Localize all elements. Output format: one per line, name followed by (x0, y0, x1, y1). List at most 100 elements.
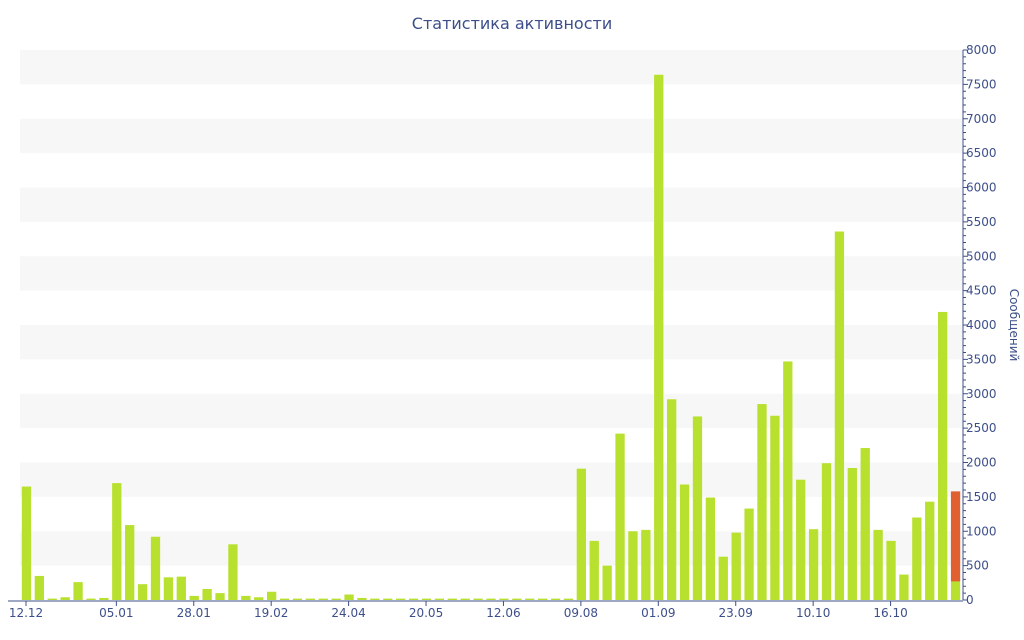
bar (266, 591, 277, 600)
y-tick-label: 4000 (966, 318, 997, 332)
grid-band (20, 187, 962, 222)
y-tick-label: 2500 (966, 421, 997, 435)
bar (34, 575, 45, 600)
bar (512, 598, 522, 600)
bar (937, 311, 948, 600)
x-tick-label: 05.01 (99, 606, 133, 620)
bar (421, 598, 432, 600)
y-tick-label: 1500 (966, 490, 997, 504)
x-tick-label: 19.02 (254, 606, 288, 620)
bar (834, 231, 845, 600)
grid-band (20, 462, 962, 497)
bar (241, 595, 251, 600)
bar (331, 598, 341, 600)
bar (370, 598, 380, 600)
bar (679, 484, 690, 600)
y-tick-label: 6000 (966, 181, 997, 195)
bar (731, 532, 741, 600)
x-tick-label: 20.05 (409, 606, 443, 620)
y-tick-label: 8000 (966, 43, 997, 57)
bar (499, 598, 509, 600)
x-tick-label: 28.01 (177, 606, 211, 620)
bar (215, 593, 225, 600)
bar (228, 544, 238, 600)
chart-title: Статистика активности (411, 14, 613, 33)
bar (473, 598, 483, 600)
bar (744, 508, 754, 600)
bar (357, 597, 367, 600)
bar (189, 595, 199, 600)
bar (73, 582, 83, 600)
y-tick-label: 500 (966, 559, 989, 573)
bar (770, 415, 780, 600)
bar (137, 584, 148, 600)
x-tick-label: 10.10 (796, 606, 830, 620)
y-tick-label: 5500 (966, 215, 997, 229)
bar (525, 598, 535, 600)
bar (718, 556, 728, 600)
y-tick-label: 5000 (966, 249, 997, 263)
bar (873, 529, 883, 600)
y-tick-label: 0 (966, 593, 974, 607)
y-tick-label: 7000 (966, 112, 997, 126)
x-tick-label: 09.08 (564, 606, 598, 620)
bar (176, 576, 186, 600)
bar (99, 597, 109, 600)
bar (925, 501, 935, 600)
x-tick-label: 01.09 (641, 606, 675, 620)
bar (125, 525, 135, 600)
bar (692, 416, 703, 600)
y-tick-label: 6500 (966, 146, 997, 160)
bar (847, 468, 857, 600)
bar (305, 598, 315, 600)
background-bands (20, 50, 962, 566)
bar (783, 361, 793, 600)
bar (537, 598, 548, 600)
bar (576, 468, 586, 600)
bar (654, 74, 664, 600)
bar (396, 598, 406, 600)
grid-band (20, 325, 962, 360)
y-axis: 0 500 1000 1500 2000 2500 3000 3500 4000 4500 5000… (962, 43, 997, 607)
bar (886, 540, 896, 600)
bar (163, 577, 174, 600)
bar-highlight (950, 491, 961, 582)
grid-band (20, 50, 962, 85)
bar (383, 598, 393, 600)
bar (292, 598, 303, 600)
x-tick-label: 16.10 (873, 606, 907, 620)
bar (408, 598, 419, 600)
bar (615, 433, 625, 600)
bar (950, 581, 961, 600)
bar (434, 598, 445, 600)
x-tick-label: 24.04 (331, 606, 365, 620)
bar (796, 479, 806, 600)
bar (757, 404, 767, 600)
bar (86, 598, 96, 600)
bar (899, 574, 909, 600)
x-axis: 12.12 05.01 28.01 19.02 24.04 20.05 12.06 09.08… (8, 600, 963, 620)
bar (112, 483, 122, 600)
bar (912, 517, 922, 600)
bar (344, 594, 354, 600)
grid-band (20, 118, 962, 154)
grid-band (20, 393, 962, 429)
bar (202, 589, 212, 600)
bar (667, 399, 677, 600)
bar (602, 565, 612, 600)
y-tick-label: 2000 (966, 456, 997, 470)
bars-group (21, 74, 961, 600)
bar (563, 598, 574, 600)
grid-band (20, 256, 962, 291)
bar (318, 598, 328, 600)
bar (486, 598, 496, 600)
bar (279, 598, 290, 600)
x-tick-label: 23.09 (719, 606, 753, 620)
bar (60, 597, 70, 600)
bar (150, 536, 161, 600)
bar (641, 529, 651, 600)
bar (47, 598, 57, 600)
y-tick-label: 4500 (966, 284, 997, 298)
bar (550, 598, 561, 600)
